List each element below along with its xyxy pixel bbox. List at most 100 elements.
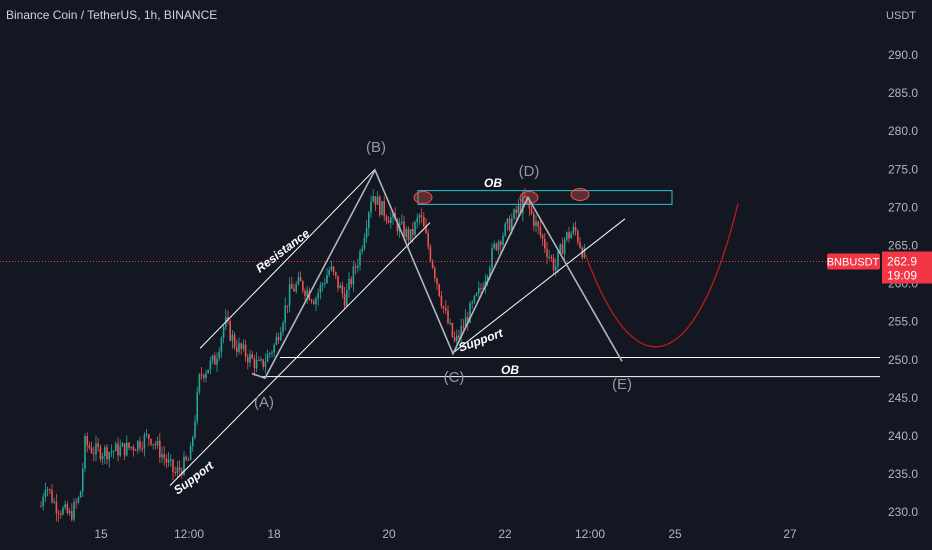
candle-body: [385, 216, 388, 221]
time-tick: 15: [94, 527, 108, 541]
price-tick: 235.0: [888, 467, 918, 481]
candle-body: [84, 435, 86, 469]
price-tick: 245.0: [888, 391, 918, 405]
candle-body: [568, 232, 570, 239]
candle-body: [286, 305, 289, 307]
candle-body: [570, 233, 572, 239]
wave-label: (E): [612, 376, 632, 393]
candle-body: [258, 360, 260, 362]
price-tick: 250.0: [888, 353, 918, 367]
candle-body: [176, 467, 179, 473]
projection-curve: [584, 203, 739, 348]
candle-body: [181, 470, 183, 475]
price-tick: 240.0: [888, 429, 918, 443]
candle-body: [222, 327, 225, 339]
candle-body: [238, 343, 240, 352]
candle-body: [66, 504, 69, 514]
candle-body: [418, 215, 421, 219]
currency-label: USDT: [886, 10, 916, 22]
candle-body: [295, 284, 297, 292]
candle-body: [297, 277, 300, 285]
price-tick: 270.0: [888, 200, 918, 214]
candle-body: [515, 209, 517, 214]
candle-body: [273, 344, 275, 353]
candle-body: [126, 442, 128, 456]
candle-body: [458, 335, 460, 338]
candle-body: [68, 511, 71, 514]
candle-body: [491, 247, 493, 268]
candle-body: [134, 450, 137, 452]
candle-body: [313, 301, 315, 305]
candle-body: [555, 266, 557, 271]
candle-body: [159, 440, 161, 458]
time-tick: 12:00: [575, 527, 605, 541]
candle-body: [145, 434, 148, 436]
wave-label: (D): [519, 163, 540, 180]
candle-body: [561, 244, 564, 254]
candle-body: [40, 506, 42, 508]
candle-body: [82, 468, 84, 492]
candle-body: [269, 353, 271, 355]
candle-body: [559, 244, 561, 252]
candle-body: [277, 336, 280, 341]
candle-body: [352, 266, 355, 285]
price-tick: 275.0: [888, 162, 918, 176]
candle-body: [486, 276, 489, 281]
candle-body: [242, 344, 245, 349]
candle-body: [200, 374, 203, 376]
candle-body: [577, 231, 579, 243]
candle-body: [425, 226, 427, 234]
candle-body: [198, 374, 201, 392]
candle-body: [260, 359, 262, 361]
wave-label: (C): [444, 369, 465, 386]
candle-body: [214, 355, 216, 365]
candle-body: [337, 275, 339, 289]
candle-body: [409, 228, 412, 241]
candle-body: [462, 326, 465, 328]
resistance-label: Resistance: [253, 226, 312, 276]
price-tick: 230.0: [888, 505, 918, 519]
candle-body: [376, 196, 379, 205]
candle-body: [152, 444, 154, 446]
candle-body: [220, 338, 223, 352]
candle-body: [266, 353, 269, 362]
candle-body: [392, 213, 394, 218]
candle-body: [381, 201, 383, 216]
candle-body: [440, 295, 443, 307]
candle-body: [64, 504, 66, 508]
candle-body: [229, 321, 231, 341]
candle-body: [405, 229, 407, 238]
wave-label: (B): [366, 139, 386, 156]
symbol-badge-text: BNBUSDT: [827, 257, 880, 269]
candle-body: [319, 284, 322, 294]
candle-body: [326, 275, 328, 284]
candle-body: [583, 247, 586, 258]
candle-body: [119, 446, 121, 456]
candle-body: [306, 290, 308, 297]
exchange-label: BINANCE: [163, 8, 218, 22]
candle-body: [233, 334, 236, 348]
candle-body: [357, 265, 359, 268]
ob-touch-marker: [413, 190, 433, 204]
candle-body: [167, 459, 170, 463]
candle-body: [504, 223, 506, 236]
candle-body: [249, 354, 251, 363]
candle-body: [57, 513, 60, 515]
candle-body: [247, 357, 249, 363]
candle-body: [539, 226, 542, 235]
candle-body: [42, 496, 44, 507]
candle-body: [203, 374, 205, 379]
candle-body: [183, 456, 185, 475]
candle-body: [121, 443, 124, 447]
resistance-trendline: [199, 168, 376, 349]
ob-touch-marker: [519, 190, 539, 204]
candle-body: [44, 489, 47, 497]
candle-body: [79, 491, 82, 498]
candle-body: [205, 373, 207, 379]
candle-body: [449, 323, 451, 325]
candle-body: [346, 289, 348, 307]
candle-body: [403, 221, 405, 238]
candle-body: [104, 447, 106, 457]
candle-body: [420, 215, 423, 217]
